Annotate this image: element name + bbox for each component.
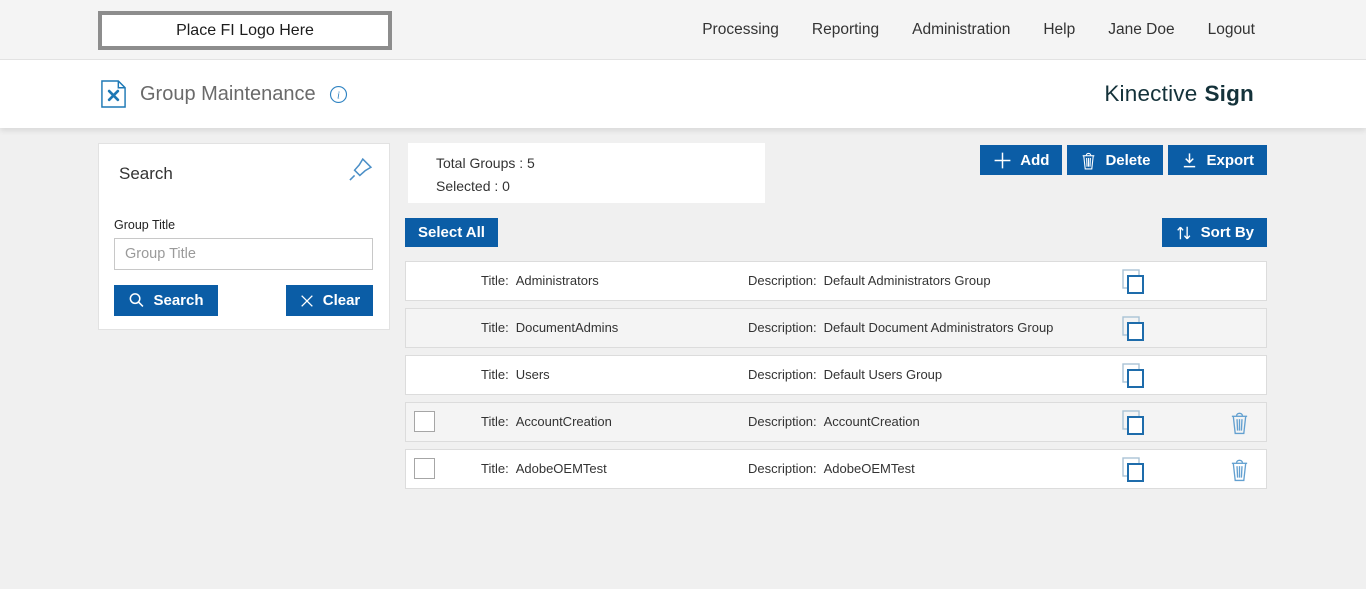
group-list: Title: Administrators Description: Default… (405, 261, 1267, 496)
nav-item-help[interactable]: Help (1043, 21, 1076, 38)
group-toolbar: Add Delete Export (980, 145, 1267, 175)
page-header: Group Maintenance i Kinective Sign (0, 60, 1366, 128)
description-value: Default Users Group (823, 367, 943, 382)
copy-icon[interactable] (1120, 456, 1146, 484)
content-area: Search Group Title Search Clear (0, 128, 1366, 589)
fi-logo-text: Place FI Logo Here (176, 21, 314, 39)
nav-item-processing[interactable]: Processing (702, 21, 779, 38)
group-maintenance-icon (100, 79, 127, 109)
title-value: AdobeOEMTest (515, 461, 607, 476)
row-checkbox[interactable] (414, 411, 435, 432)
clear-button[interactable]: Clear (286, 285, 373, 316)
group-title-label: Group Title (114, 218, 176, 232)
title-label: Title: (481, 367, 509, 382)
svg-text:i: i (337, 90, 340, 101)
description-label: Description: (748, 461, 817, 476)
page-title-wrap: Group Maintenance i (100, 60, 348, 128)
sort-icon (1175, 224, 1193, 242)
row-description: Description: AccountCreation (748, 403, 920, 441)
group-row: Title: Administrators Description: Default… (405, 261, 1267, 301)
group-row: Title: AccountCreation Description: Accoun… (405, 402, 1267, 442)
description-value: Default Document Administrators Group (823, 320, 1054, 335)
title-value: DocumentAdmins (515, 320, 619, 335)
fi-logo-placeholder: Place FI Logo Here (98, 11, 392, 50)
title-label: Title: (481, 273, 509, 288)
export-button-label: Export (1206, 151, 1254, 169)
nav-item-administration[interactable]: Administration (912, 21, 1011, 38)
total-groups-value: 5 (527, 155, 535, 171)
title-label: Title: (481, 414, 509, 429)
row-title: Title: AccountCreation (481, 403, 612, 441)
title-label: Title: (481, 320, 509, 335)
brand-name: Kinective (1104, 81, 1198, 106)
selected-value: 0 (502, 178, 510, 194)
row-trash-icon[interactable] (1229, 410, 1250, 435)
add-button-label: Add (1020, 151, 1050, 169)
row-title: Title: AdobeOEMTest (481, 450, 607, 488)
title-value: AccountCreation (515, 414, 612, 429)
copy-icon[interactable] (1120, 409, 1146, 437)
row-trash-icon[interactable] (1229, 457, 1250, 482)
group-title-input[interactable] (114, 238, 373, 270)
total-groups: Total Groups : 5 (436, 152, 765, 175)
top-nav: Processing Reporting Administration Help Jan… (702, 0, 1255, 60)
select-all-button[interactable]: Select All (405, 218, 498, 247)
sort-by-button[interactable]: Sort By (1161, 218, 1267, 247)
description-value: Default Administrators Group (823, 273, 991, 288)
search-button-label: Search (153, 292, 204, 309)
pin-icon[interactable] (347, 155, 375, 183)
select-all-label: Select All (418, 224, 485, 241)
title-value: Administrators (515, 273, 599, 288)
group-row: Title: DocumentAdmins Description: Default… (405, 308, 1267, 348)
nav-item-jane-doe[interactable]: Jane Doe (1108, 21, 1175, 38)
row-description: Description: AdobeOEMTest (748, 450, 915, 488)
description-label: Description: (748, 367, 817, 382)
add-button[interactable]: Add (980, 145, 1063, 175)
brand-product: Sign (1204, 81, 1254, 106)
export-button[interactable]: Export (1168, 145, 1267, 175)
clear-button-label: Clear (322, 292, 361, 309)
row-title: Title: Users (481, 356, 550, 394)
total-groups-label: Total Groups : (436, 155, 524, 171)
plus-icon (993, 151, 1012, 170)
nav-item-logout[interactable]: Logout (1207, 21, 1255, 38)
page-title: Group Maintenance (140, 82, 316, 105)
selected-label: Selected : (436, 178, 499, 194)
copy-icon[interactable] (1120, 315, 1146, 343)
description-label: Description: (748, 414, 817, 429)
copy-icon[interactable] (1120, 268, 1146, 296)
title-label: Title: (481, 461, 509, 476)
delete-button-label: Delete (1105, 151, 1151, 169)
summary-box: Total Groups : 5 Selected : 0 (408, 143, 765, 203)
row-title: Title: DocumentAdmins (481, 309, 618, 347)
title-value: Users (515, 367, 550, 382)
group-row: Title: Users Description: Default Users Gr… (405, 355, 1267, 395)
trash-icon (1080, 151, 1097, 170)
nav-item-reporting[interactable]: Reporting (811, 21, 880, 38)
description-value: AccountCreation (823, 414, 920, 429)
sort-by-label: Sort By (1200, 224, 1254, 241)
x-icon (299, 293, 315, 309)
search-panel: Search Group Title Search Clear (98, 143, 390, 330)
search-icon (128, 292, 145, 309)
download-icon (1181, 152, 1198, 169)
row-description: Description: Default Document Administrat… (748, 309, 1053, 347)
delete-button[interactable]: Delete (1067, 145, 1164, 175)
row-description: Description: Default Users Group (748, 356, 942, 394)
search-button[interactable]: Search (114, 285, 218, 316)
description-label: Description: (748, 273, 817, 288)
description-value: AdobeOEMTest (823, 461, 915, 476)
selected-count: Selected : 0 (436, 175, 765, 198)
group-row: Title: AdobeOEMTest Description: AdobeOEMT… (405, 449, 1267, 489)
search-panel-title: Search (119, 164, 173, 183)
row-checkbox[interactable] (414, 458, 435, 479)
row-title: Title: Administrators (481, 262, 599, 300)
description-label: Description: (748, 320, 817, 335)
top-bar: Place FI Logo Here Processing Reporting Ad… (0, 0, 1366, 60)
row-description: Description: Default Administrators Group (748, 262, 991, 300)
brand-logo: Kinective Sign (1104, 60, 1254, 128)
info-icon[interactable]: i (329, 85, 348, 104)
copy-icon[interactable] (1120, 362, 1146, 390)
